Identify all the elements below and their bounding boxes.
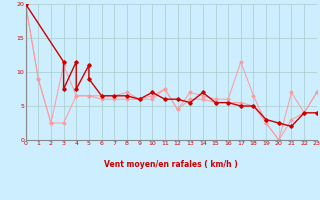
X-axis label: Vent moyen/en rafales ( km/h ): Vent moyen/en rafales ( km/h ): [104, 160, 238, 169]
